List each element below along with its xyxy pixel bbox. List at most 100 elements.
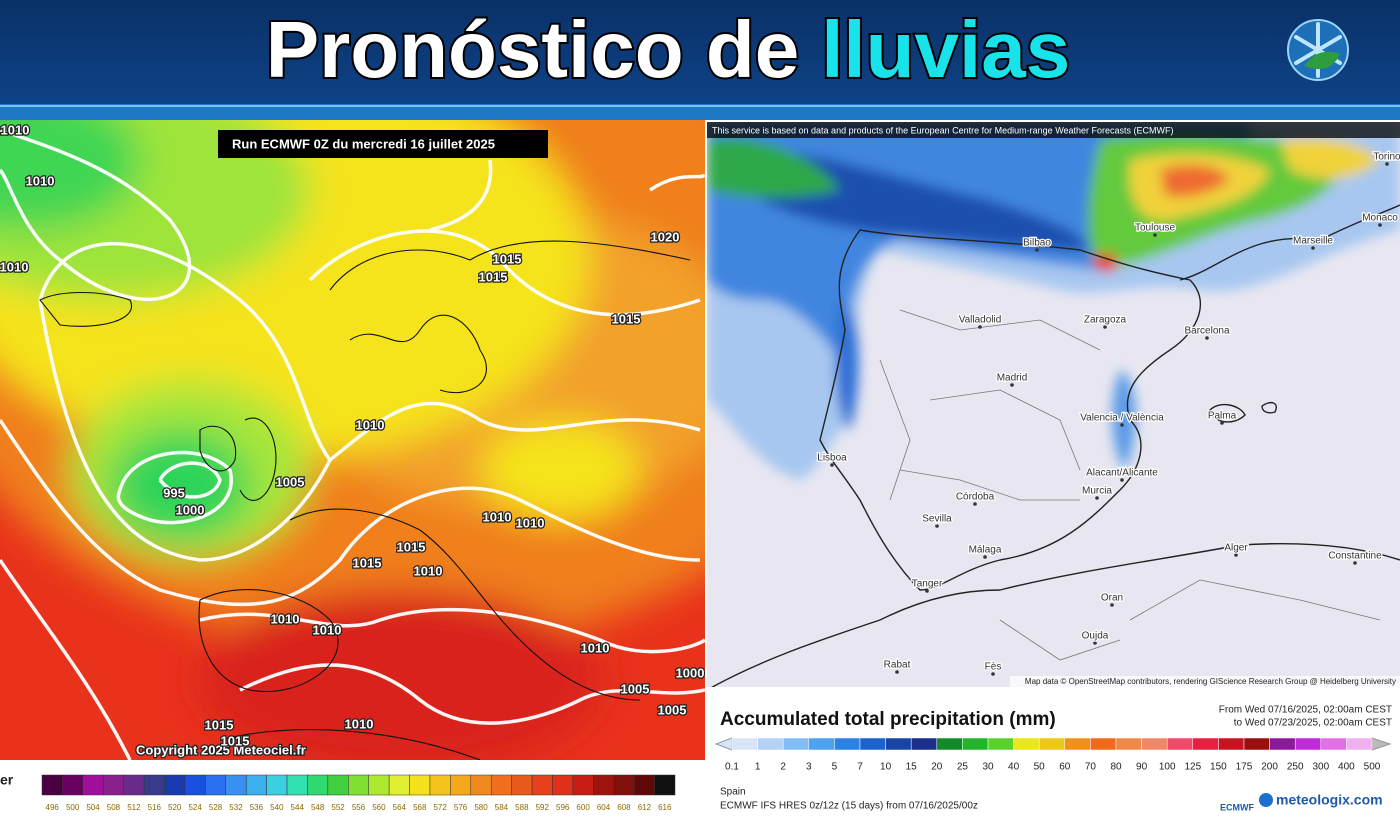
- scale-swatch: [103, 774, 124, 796]
- legend-label: 0.1: [725, 762, 739, 773]
- isobar-label: 995: [163, 485, 185, 500]
- header-strip: [0, 104, 1400, 120]
- header-bar: [0, 0, 1400, 104]
- scale-label: 564: [393, 803, 407, 812]
- side-label: er: [0, 772, 14, 788]
- isobar-label: 1010: [414, 563, 443, 578]
- city-label: Córdoba: [956, 492, 995, 503]
- legend-arrow: [714, 737, 733, 751]
- run-label: Run ECMWF 0Z du mercredi 16 juillet 2025: [232, 136, 495, 151]
- scale-label: 596: [556, 803, 570, 812]
- legend-swatch: [834, 737, 861, 751]
- scale-swatch: [490, 774, 512, 796]
- source-note: This service is based on data and produc…: [712, 125, 1174, 135]
- isobar-label: 1015: [221, 733, 250, 748]
- scale-swatch: [409, 774, 431, 796]
- isobar-label: 1010: [581, 640, 610, 655]
- copyright: Copyright 2025 Meteociel.fr: [136, 742, 306, 757]
- scale-swatch: [429, 774, 451, 796]
- scale-label: 560: [372, 803, 386, 812]
- scale-swatch: [450, 774, 472, 796]
- legend-label: 90: [1136, 762, 1148, 773]
- city-dot: [1095, 496, 1099, 500]
- scale-swatch: [205, 774, 227, 796]
- legend-swatch: [859, 737, 886, 751]
- scale-label: 512: [127, 803, 141, 812]
- scale-label: 544: [291, 803, 305, 812]
- legend-swatch: [757, 737, 784, 751]
- scale-label: 528: [209, 803, 223, 812]
- scale-label: 604: [597, 803, 611, 812]
- city-dot: [991, 672, 995, 676]
- isobar-label: 1010: [313, 622, 342, 637]
- city-label: Marseille: [1293, 236, 1333, 247]
- scale-label: 608: [617, 803, 631, 812]
- city-label: Valencia / València: [1080, 413, 1164, 424]
- scale-swatch: [82, 774, 104, 796]
- scale-swatch: [633, 774, 655, 796]
- logo-icon: [1287, 19, 1349, 81]
- scale-label: 496: [46, 803, 60, 812]
- scale-label: 536: [250, 803, 264, 812]
- legend-label: 70: [1085, 762, 1097, 773]
- scale-swatch: [572, 774, 594, 796]
- scale-label: 520: [168, 803, 182, 812]
- legend-label: 2: [780, 762, 786, 773]
- isobar-label: 1010: [0, 259, 28, 274]
- legend-swatch: [1038, 737, 1066, 751]
- city-dot: [1103, 325, 1107, 329]
- city-label: Torino: [1373, 152, 1400, 163]
- legend-title: Accumulated total precipitation (mm): [720, 709, 1056, 730]
- city-dot: [973, 502, 977, 506]
- city-dot: [1385, 162, 1389, 166]
- scale-label: 524: [188, 803, 202, 812]
- scale-label: 584: [495, 803, 509, 812]
- precipitation-map: [707, 122, 1400, 687]
- legend-label: 400: [1338, 762, 1355, 773]
- page-title: Pronóstico de lluvias: [266, 5, 1070, 94]
- isobar-label: 1005: [276, 474, 305, 489]
- city-dot: [895, 670, 899, 674]
- legend-swatch: [885, 737, 912, 751]
- scale-swatch: [613, 774, 635, 796]
- scale-swatch: [368, 774, 390, 796]
- city-label: Rabat: [884, 660, 911, 671]
- scale-label: 516: [148, 803, 162, 812]
- scale-swatch: [307, 774, 329, 796]
- scale-swatch: [123, 774, 145, 796]
- scale-label: 616: [658, 803, 672, 812]
- ecmwf-logo: ECMWF: [1220, 802, 1254, 812]
- scale-swatch: [225, 774, 247, 796]
- isobar-label: 1000: [676, 665, 705, 680]
- legend-swatch: [1243, 737, 1270, 751]
- legend-label: 25: [957, 762, 969, 773]
- brand: meteologix.com: [1276, 792, 1383, 808]
- legend-model: ECMWF IFS HRES 0z/12z (15 days) from 07/…: [720, 801, 978, 812]
- legend-swatch: [808, 737, 835, 751]
- legend-label: 7: [857, 762, 863, 773]
- city-dot: [1093, 641, 1097, 645]
- legend-swatch: [1090, 737, 1117, 751]
- scale-label: 572: [433, 803, 447, 812]
- legend-label: 175: [1236, 762, 1253, 773]
- legend-label: 10: [880, 762, 892, 773]
- isobar-label: 1005: [658, 702, 687, 717]
- scale-swatch: [245, 774, 267, 796]
- isobar-label: 1015: [612, 311, 641, 326]
- city-label: Barcelona: [1184, 326, 1229, 337]
- city-dot: [1110, 603, 1114, 607]
- isobar-label: 1010: [483, 509, 512, 524]
- isobar-label: 1015: [397, 539, 426, 554]
- city-dot: [1153, 233, 1157, 237]
- isobar-label: 1010: [271, 611, 300, 626]
- city-label: Madrid: [997, 373, 1028, 384]
- scale-label: 540: [270, 803, 284, 812]
- scale-swatch: [327, 774, 349, 796]
- city-label: Málaga: [969, 545, 1002, 556]
- city-dot: [1220, 421, 1224, 425]
- legend-swatch: [1064, 737, 1091, 751]
- city-dot: [1311, 246, 1315, 250]
- city-label: Oujda: [1082, 631, 1109, 642]
- city-dot: [1010, 383, 1014, 387]
